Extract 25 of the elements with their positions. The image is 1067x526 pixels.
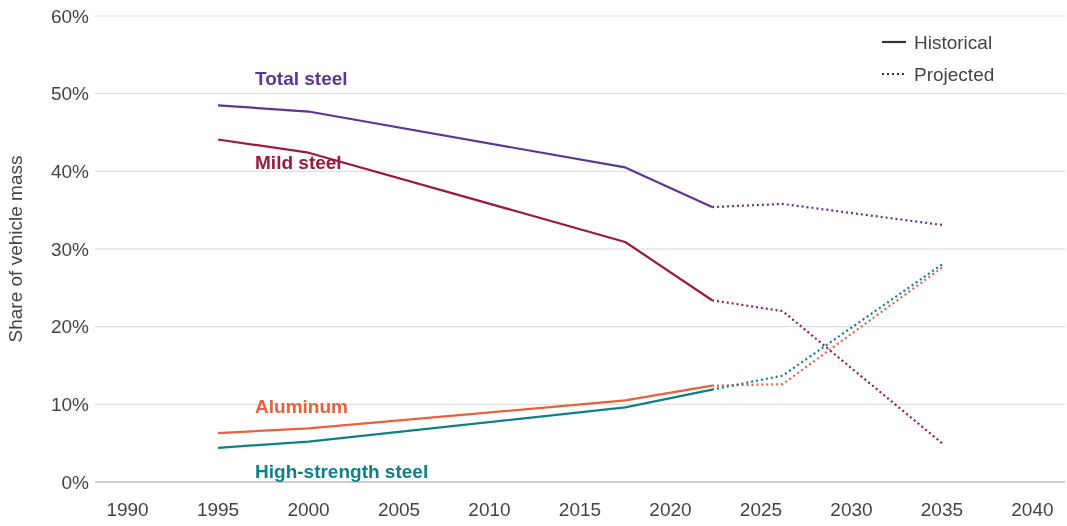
series-label: Aluminum: [255, 396, 348, 418]
x-tick-label: 2040: [1011, 499, 1054, 520]
y-tick-label: 10%: [50, 393, 90, 415]
x-tick-label: 2020: [649, 499, 692, 520]
series-label: High-strength steel: [255, 460, 429, 482]
y-tick-label: 50%: [50, 83, 90, 105]
y-axis-title: Share of vehicle mass: [5, 155, 26, 343]
y-tick-label: 0%: [61, 471, 90, 493]
x-tick-label: 1995: [196, 499, 240, 520]
x-tick-label: 2000: [287, 499, 330, 520]
series-label: Mild steel: [255, 152, 342, 174]
series-label: Total steel: [255, 68, 348, 90]
x-tick-label: 2015: [558, 499, 602, 520]
y-tick-label: 20%: [50, 316, 90, 338]
x-tick-label: 1990: [106, 499, 149, 520]
annotation: Historical: [914, 31, 993, 53]
x-tick-label: 2025: [739, 499, 783, 520]
y-tick-label: 60%: [50, 5, 90, 27]
y-tick-label: 30%: [50, 238, 90, 260]
x-tick-label: 2030: [830, 499, 873, 520]
x-tick-label: 2010: [468, 499, 511, 520]
x-tick-label: 2035: [920, 499, 964, 520]
x-tick-label: 2005: [377, 499, 421, 520]
y-tick-label: 40%: [50, 160, 90, 182]
annotation: Projected: [914, 63, 995, 85]
